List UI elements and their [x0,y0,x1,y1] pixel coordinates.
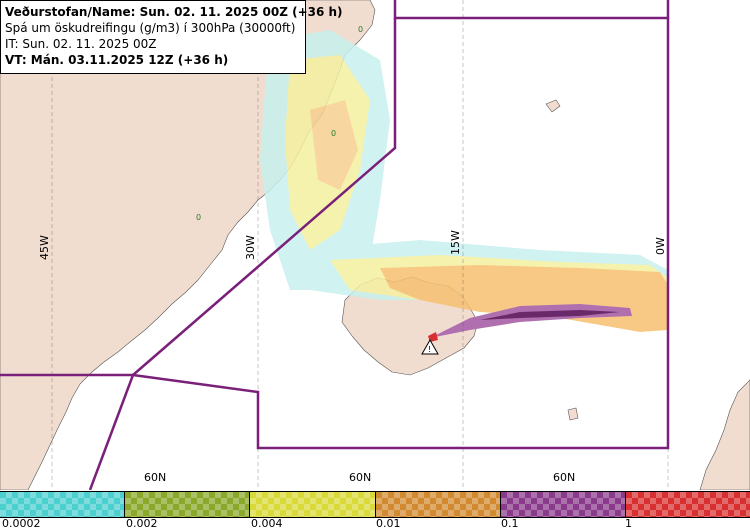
ash-plume-high [428,304,632,342]
faroe-islands [545,99,561,113]
svg-text:0: 0 [358,25,363,34]
legend-swatch [625,492,750,517]
station-markers: 0 0 0 [196,25,363,222]
lat-label: 60N [349,471,371,484]
legend-label: 1 [625,517,632,530]
lon-label: 30W [244,235,257,260]
legend-swatch [500,492,626,517]
legend-label: 0.0002 [2,517,41,530]
concentration-legend [0,491,750,518]
product-line: Spá um öskudreifingu (g/m3) í 300hPa (30… [5,21,296,35]
svg-text:!: ! [428,345,431,354]
lat-label: 60N [144,471,166,484]
legend-swatch [0,492,126,517]
legend-label: 0.004 [251,517,283,530]
norway-coast [699,379,750,490]
svg-text:0: 0 [331,129,336,138]
ash-dispersion-map: ! 0 0 0 45W 30W 15W 0W [0,0,750,490]
issue-time-line: IT: Sun. 02. 11. 2025 00Z [5,37,157,51]
ash-plume-low [260,30,668,332]
lon-label: 45W [38,235,51,260]
legend-swatch [375,492,501,517]
lon-label: 15W [449,230,462,255]
svg-text:0: 0 [196,213,201,222]
warning-triangle-icon: ! [421,338,439,355]
legend-swatch [125,492,251,517]
legend-label: 0.002 [126,517,158,530]
longitude-labels: 45W 30W 15W 0W [38,230,667,260]
shetland-islands [567,407,579,421]
lon-label: 0W [654,237,667,255]
lat-label: 60N [553,471,575,484]
legend-label: 0.1 [501,517,519,530]
valid-time-line: VT: Mán. 03.11.2025 12Z (+36 h) [5,53,229,67]
fir-boundary [0,0,670,490]
legend-swatch [250,492,376,517]
forecast-info-box: Veðurstofan/Name: Sun. 02. 11. 2025 00Z … [0,0,343,74]
latitude-labels: 60N 60N 60N [144,471,575,484]
legend-label: 0.01 [376,517,401,530]
legend-labels: 0.0002 0.002 0.004 0.01 0.1 1 [0,516,750,532]
issuer-line: Veðurstofan/Name: Sun. 02. 11. 2025 00Z … [5,5,343,19]
